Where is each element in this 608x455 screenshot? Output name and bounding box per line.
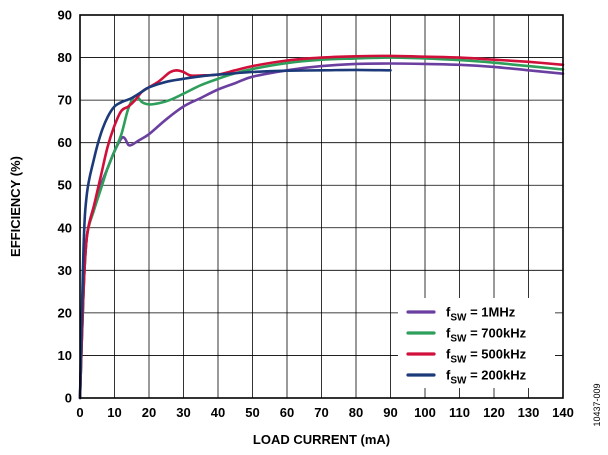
x-tick-label: 0: [76, 405, 83, 420]
legend-label: fSW = 1MHz: [446, 305, 516, 324]
plot-frame: [79, 14, 564, 399]
y-axis-title: EFFICIENCY (%): [8, 156, 23, 257]
series-line: [78, 56, 565, 400]
y-tick-label: 20: [58, 305, 72, 320]
legend-label: fSW = 200kHz: [446, 368, 527, 387]
x-tick-label: 70: [314, 405, 328, 420]
y-tick-labels: 0 10 20 30 40 50 60 70 80 90: [58, 8, 72, 406]
y-tick-label: 30: [58, 263, 72, 278]
y-tick-label: 60: [58, 135, 72, 150]
x-tick-label: 30: [176, 405, 190, 420]
series-line: [78, 54, 565, 400]
y-tick-label: 70: [58, 93, 72, 108]
x-tick-label: 50: [245, 405, 259, 420]
x-tick-label: 40: [211, 405, 225, 420]
y-tick-label: 0: [65, 391, 72, 406]
x-tick-label: 60: [280, 405, 294, 420]
x-tick-label: 120: [483, 405, 505, 420]
x-tick-label: 140: [552, 405, 574, 420]
y-tick-label: 40: [58, 220, 72, 235]
x-tick-label: 80: [349, 405, 363, 420]
x-tick-label: 10: [107, 405, 121, 420]
x-axis-title: LOAD CURRENT (mA): [253, 432, 390, 447]
x-tick-labels: 0 10 20 30 40 50 60 70 80 90 100 110 120 130 140: [76, 405, 573, 420]
legend-label: fSW = 700kHz: [446, 326, 527, 345]
series-line: [78, 68, 392, 400]
x-tick-label: 110: [449, 405, 470, 420]
y-tick-label: 90: [58, 8, 72, 23]
legend: fSW = 1MHz fSW = 700kHz fSW = 500kHz fSW = …: [398, 298, 555, 388]
figure-id: 10437-009: [592, 383, 602, 426]
y-tick-label: 80: [58, 50, 72, 65]
series-lines: [78, 54, 565, 400]
y-tick-label: 10: [58, 348, 72, 363]
legend-label: fSW = 500kHz: [446, 347, 527, 366]
y-tick-label: 50: [58, 178, 72, 193]
x-tick-label: 90: [383, 405, 397, 420]
x-tick-label: 130: [518, 405, 540, 420]
x-tick-label: 20: [142, 405, 156, 420]
x-tick-label: 100: [414, 405, 436, 420]
